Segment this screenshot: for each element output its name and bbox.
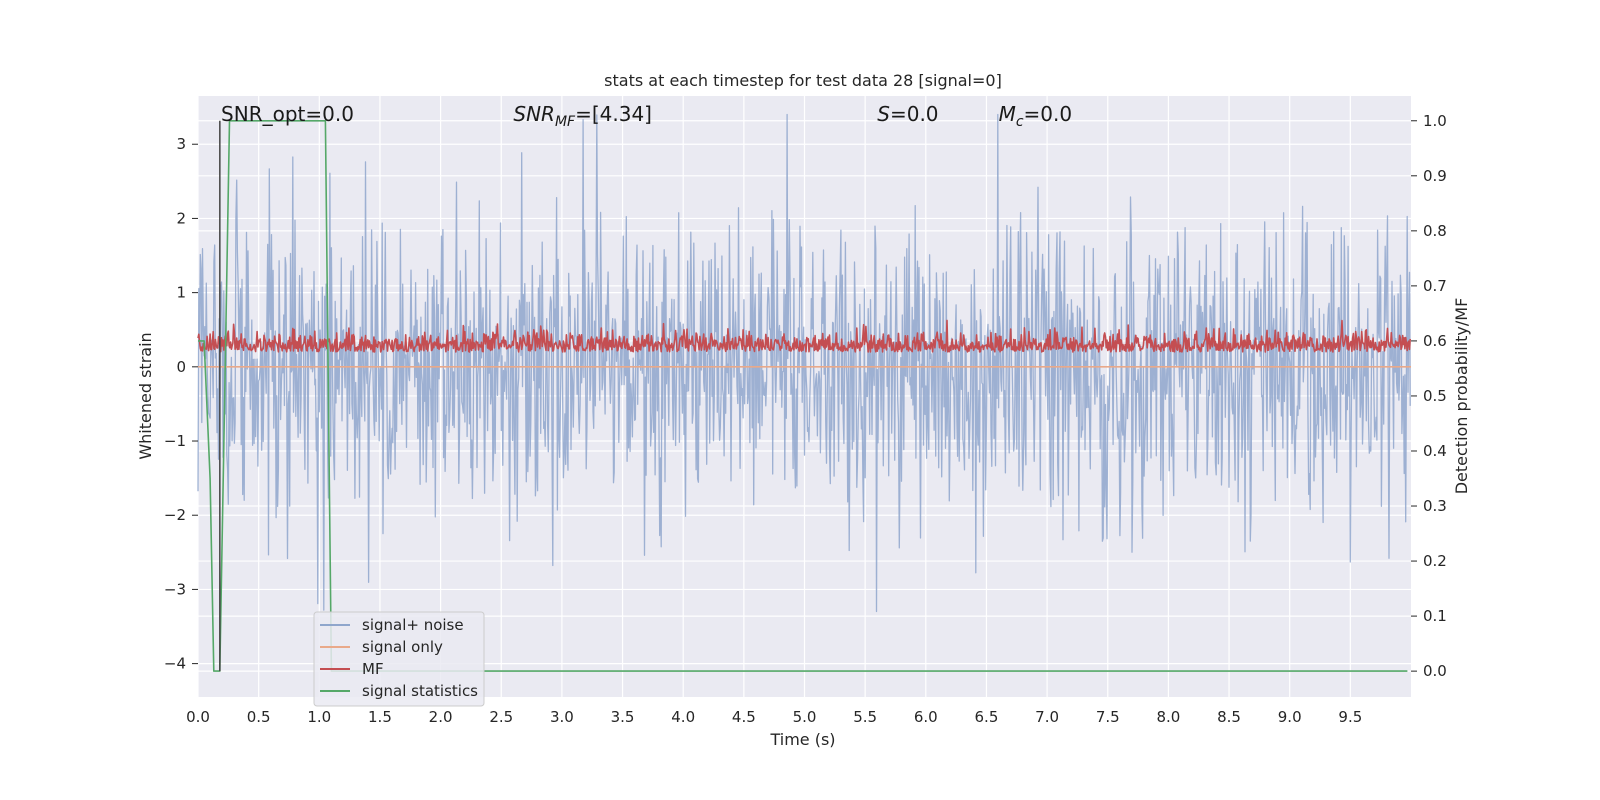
annotation-2: S=0.0 (877, 102, 938, 126)
x-tick-label: 7.5 (1096, 708, 1120, 726)
x-tick-label: 5.0 (793, 708, 817, 726)
x-tick-label: 0.0 (186, 708, 210, 726)
x-tick-label: 8.5 (1217, 708, 1241, 726)
annotation-0: SNR_opt=0.0 (221, 102, 354, 126)
annotation-3: Mc=0.0 (999, 102, 1073, 130)
x-tick-label: 1.5 (368, 708, 392, 726)
series-line-3 (198, 120, 1408, 672)
y2-tick-label: 0.0 (1423, 662, 1447, 680)
x-tick-label: 3.5 (611, 708, 635, 726)
y2-tick-label: 0.5 (1423, 387, 1447, 405)
y2-tick-label: 0.9 (1423, 167, 1447, 185)
x-tick-label: 4.5 (732, 708, 756, 726)
x-axis-label: Time (s) (769, 730, 835, 749)
x-axis: 0.0 0.5 1.0 1.5 2.0 2.5 3.0 3.5 4.0 4.5 5.0 5.5 6.0 6… (186, 708, 1362, 726)
x-tick-label: 3.0 (550, 708, 574, 726)
x-tick-label: 8.0 (1156, 708, 1180, 726)
legend-box (313, 611, 485, 707)
y2-tick-label: 0.3 (1423, 497, 1447, 515)
x-tick-label: 5.5 (853, 708, 877, 726)
y2-tick-label: 0.2 (1423, 552, 1447, 570)
x-tick-label: 7.0 (1035, 708, 1059, 726)
series-line-0 (197, 113, 1411, 613)
y2-tick-label: 0.4 (1423, 442, 1447, 460)
y-tick-label: 2 (176, 209, 186, 227)
y-axis-label: Whitened strain (136, 332, 155, 459)
legend: signal+ noise signal only MF signal statist… (313, 611, 485, 707)
x-tick-label: 9.5 (1338, 708, 1362, 726)
y2-tick-label: 0.8 (1423, 222, 1447, 240)
y2-axis: 1.0 0.9 0.8 0.7 0.6 0.5 0.4 0.3 0.2 0.1 0.0 (1411, 112, 1447, 680)
legend-label: signal+ noise (362, 616, 464, 634)
series-layer (197, 113, 1411, 672)
annotation-1: SNRMF=[4.34] (513, 102, 652, 130)
x-tick-label: 6.0 (914, 708, 938, 726)
x-tick-label: 6.5 (975, 708, 999, 726)
legend-label: signal statistics (362, 682, 478, 700)
y-axis: 3 2 1 0 −1 −2 −3 −4 (164, 135, 198, 673)
y-tick-label: 0 (176, 358, 186, 376)
chart-title: stats at each timestep for test data 28 … (604, 71, 1002, 90)
y2-tick-label: 0.6 (1423, 332, 1447, 350)
y-tick-label: 3 (176, 135, 186, 153)
x-tick-label: 2.5 (489, 708, 513, 726)
y2-tick-label: 0.1 (1423, 607, 1447, 625)
annotations: SNR_opt=0.0 SNRMF=[4.34] S=0.0 Mc=0.0 (221, 102, 1072, 130)
y2-axis-label: Detection probability/MF (1452, 298, 1471, 495)
x-tick-label: 9.0 (1278, 708, 1302, 726)
y-tick-label: −2 (164, 506, 186, 524)
y-tick-label: −4 (164, 655, 186, 673)
y2-tick-label: 1.0 (1423, 112, 1447, 130)
y-tick-label: 1 (176, 284, 186, 302)
y-tick-label: −3 (164, 580, 186, 598)
x-tick-label: 2.0 (429, 708, 453, 726)
x-tick-label: 0.5 (247, 708, 271, 726)
x-tick-label: 1.0 (307, 708, 331, 726)
y2-tick-label: 0.7 (1423, 277, 1447, 295)
legend-label: MF (362, 660, 384, 678)
y-tick-label: −1 (164, 432, 186, 450)
x-tick-label: 4.0 (671, 708, 695, 726)
legend-label: signal only (362, 638, 443, 656)
series-line-2 (197, 319, 1411, 353)
